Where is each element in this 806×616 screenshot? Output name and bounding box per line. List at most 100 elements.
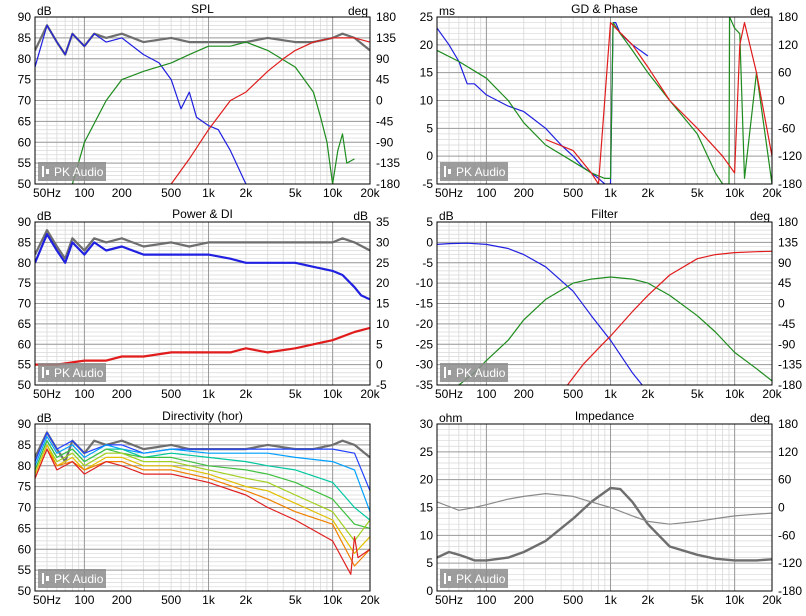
left-unit-label: ms <box>439 4 455 18</box>
series-group <box>437 242 772 385</box>
series-line-1 <box>35 229 370 260</box>
left-tick-label: 50 <box>18 177 32 191</box>
right-unit-label: dB <box>353 209 368 223</box>
x-tick-label: 100 <box>476 387 496 401</box>
series-line-3 <box>71 41 355 184</box>
chart-directivity: Directivity (hor) dB 50 55 60 65 70 75 80 85 90 50H… <box>18 409 381 607</box>
right-tick-label: -120 <box>778 149 802 163</box>
series-line-1 <box>437 242 643 385</box>
watermark-logo-icon <box>42 573 44 584</box>
left-unit-label: dB <box>37 4 52 18</box>
watermark-logo-icon <box>46 576 49 581</box>
right-tick-label: 25 <box>376 256 390 270</box>
x-tick-label: 10k <box>725 593 745 607</box>
left-tick-label: -15 <box>416 297 434 311</box>
x-tick-label: 1k <box>604 593 618 607</box>
right-tick-label: 5 <box>376 337 383 351</box>
left-tick-label: 55 <box>18 156 32 170</box>
left-unit-label: ohm <box>439 411 462 425</box>
chart-filter: Filter dB deg -35 -30 -25 -20 -15 -10 -5 0 5 -180 -13… <box>416 207 803 401</box>
series-line-7 <box>35 444 370 554</box>
series-line-3 <box>35 326 370 366</box>
watermark-logo-icon <box>444 166 446 177</box>
chart-title: SPL <box>191 2 214 16</box>
right-unit-label: deg <box>750 411 770 425</box>
x-tick-label: 10k <box>323 593 343 607</box>
x-tick-label: 50Hz <box>435 186 463 200</box>
left-tick-label: 75 <box>18 73 32 87</box>
left-tick-label: 90 <box>18 215 32 229</box>
left-tick-label: 10 <box>420 94 434 108</box>
left-tick-label: 20 <box>420 473 434 487</box>
watermark-text: PK Audio <box>54 165 104 179</box>
watermark-logo-icon <box>448 370 451 375</box>
right-tick-label: 10 <box>376 317 390 331</box>
plot-frame <box>436 221 773 386</box>
x-tick-label: 20k <box>762 593 782 607</box>
left-tick-label: 15 <box>420 501 434 515</box>
series-line-2 <box>35 233 370 301</box>
right-tick-label: 0 <box>376 358 383 372</box>
right-tick-label: 30 <box>376 235 390 249</box>
x-tick-label: 20k <box>360 387 380 401</box>
left-tick-label: 65 <box>18 114 32 128</box>
left-tick-label: 75 <box>18 480 32 494</box>
chart-gd_phase: GD & Phase ms deg -5 0 5 10 15 20 25 -180 -120 -60 0 6… <box>420 2 803 200</box>
watermark-badge <box>440 363 508 382</box>
watermark-badge <box>38 162 106 181</box>
x-tick-label: 200 <box>514 387 534 401</box>
right-tick-label: 120 <box>778 445 798 459</box>
right-tick-label: 60 <box>778 473 792 487</box>
left-tick-label: 70 <box>18 297 32 311</box>
x-tick-label: 10k <box>725 186 745 200</box>
right-tick-label: 0 <box>778 501 785 515</box>
plot-frame <box>34 221 371 386</box>
watermark-text: PK Audio <box>54 366 104 380</box>
left-tick-label: 0 <box>426 235 433 249</box>
left-tick-label: 10 <box>420 528 434 542</box>
right-unit-label: deg <box>348 4 368 18</box>
x-tick-label: 500 <box>161 593 181 607</box>
x-tick-label: 20k <box>762 186 782 200</box>
watermark-logo-icon <box>444 573 446 584</box>
left-tick-label: 80 <box>18 52 32 66</box>
series-line-1 <box>437 22 649 184</box>
right-tick-label: 90 <box>778 256 792 270</box>
left-tick-label: 85 <box>18 438 32 452</box>
watermark-text: PK Audio <box>456 572 506 586</box>
x-tick-label: 5k <box>691 186 705 200</box>
x-tick-label: 200 <box>112 387 132 401</box>
watermark-text: PK Audio <box>456 165 506 179</box>
x-tick-label: 1k <box>202 593 216 607</box>
watermark-logo-icon <box>46 370 49 375</box>
x-tick-label: 500 <box>161 186 181 200</box>
left-unit-label: dB <box>37 411 52 425</box>
series-line-6 <box>35 444 370 542</box>
left-tick-label: 55 <box>18 563 32 577</box>
series-group <box>437 486 772 562</box>
series-line-5 <box>35 440 370 529</box>
left-tick-label: 90 <box>18 417 32 431</box>
left-tick-label: 5 <box>426 215 433 229</box>
x-tick-label: 100 <box>476 593 496 607</box>
x-tick-label: 50Hz <box>33 387 61 401</box>
right-tick-label: 180 <box>376 10 396 24</box>
x-tick-label: 2k <box>642 387 656 401</box>
x-tick-label: 1k <box>202 387 216 401</box>
series-group <box>35 431 370 575</box>
x-tick-label: 200 <box>112 593 132 607</box>
right-tick-label: -60 <box>778 528 796 542</box>
x-tick-label: 2k <box>240 593 254 607</box>
chart-title: GD & Phase <box>571 2 638 16</box>
chart-title: Power & DI <box>172 207 233 221</box>
watermark-logo-icon <box>42 166 44 177</box>
right-tick-label: 45 <box>376 73 390 87</box>
left-tick-label: -10 <box>416 276 434 290</box>
plot-frame <box>436 423 773 592</box>
series-line-2 <box>35 24 247 184</box>
right-tick-label: -180 <box>778 177 802 191</box>
left-tick-label: 60 <box>18 337 32 351</box>
x-tick-label: 10k <box>725 387 745 401</box>
left-tick-label: 70 <box>18 501 32 515</box>
x-tick-label: 5k <box>289 593 303 607</box>
